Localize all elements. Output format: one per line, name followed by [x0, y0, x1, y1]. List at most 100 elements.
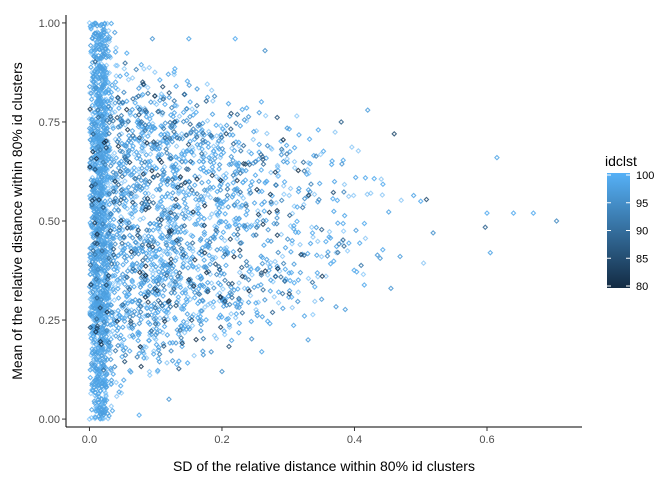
data-point	[98, 302, 105, 309]
data-point	[229, 280, 236, 287]
data-point	[218, 234, 225, 241]
y-tick-label: 0.00	[39, 414, 60, 426]
data-point	[144, 165, 150, 172]
data-point	[146, 178, 153, 185]
data-point	[118, 390, 125, 396]
data-point	[182, 179, 188, 186]
data-point	[121, 336, 127, 343]
data-point	[223, 122, 230, 129]
legend-tick-label: 100	[636, 170, 654, 182]
data-point	[197, 165, 204, 172]
data-point	[170, 271, 176, 278]
legend-colorbar	[607, 173, 630, 288]
data-point	[94, 231, 101, 237]
data-point	[89, 313, 95, 320]
data-point	[101, 337, 108, 344]
data-point	[195, 266, 201, 273]
data-point	[97, 338, 104, 345]
data-point	[201, 132, 208, 138]
data-point	[328, 161, 335, 168]
data-point	[98, 297, 105, 303]
data-point	[190, 283, 197, 290]
x-axis-title: SD of the relative distance within 80% i…	[173, 458, 475, 474]
data-point	[143, 227, 150, 234]
data-point	[176, 164, 183, 171]
data-point	[220, 229, 227, 236]
data-point	[254, 186, 260, 193]
data-point	[487, 249, 494, 256]
data-point	[251, 200, 258, 206]
data-point	[105, 48, 112, 55]
data-point	[135, 227, 142, 234]
data-point	[163, 239, 169, 246]
data-point	[236, 269, 243, 276]
y-tick-label: 1.00	[39, 18, 60, 30]
data-point	[161, 168, 167, 175]
data-point	[150, 123, 156, 130]
data-point	[137, 187, 144, 193]
data-point	[154, 225, 161, 232]
data-point	[216, 266, 223, 273]
data-point	[229, 194, 236, 200]
data-point	[111, 297, 118, 304]
data-point	[186, 191, 193, 198]
data-point	[284, 159, 291, 166]
data-point	[104, 117, 111, 124]
data-point	[159, 235, 166, 242]
data-point	[128, 324, 135, 331]
data-point	[117, 279, 124, 286]
data-point	[98, 230, 105, 237]
data-point	[124, 168, 130, 175]
data-point	[88, 177, 95, 184]
data-point	[213, 335, 220, 342]
data-point	[91, 220, 98, 226]
data-point	[147, 151, 154, 157]
data-point	[125, 184, 132, 191]
data-point	[148, 328, 155, 334]
legend-tick-label: 85	[636, 253, 648, 265]
data-point	[200, 335, 207, 342]
data-point	[281, 191, 287, 198]
data-point	[95, 382, 101, 389]
data-point	[156, 358, 163, 365]
data-point	[264, 142, 271, 149]
data-point	[168, 164, 175, 170]
data-point	[242, 161, 249, 167]
data-point	[96, 404, 103, 411]
data-point	[192, 256, 198, 263]
data-point	[291, 203, 298, 210]
data-point	[171, 71, 178, 78]
data-point	[93, 341, 100, 348]
data-point	[160, 343, 167, 349]
data-point	[136, 112, 142, 118]
data-point	[188, 149, 195, 156]
data-point	[305, 336, 311, 343]
data-point	[170, 284, 177, 291]
data-point	[108, 302, 115, 308]
data-point	[118, 118, 125, 124]
data-point	[324, 253, 331, 259]
data-point	[228, 284, 235, 291]
data-point	[166, 94, 173, 101]
data-point	[255, 211, 262, 218]
data-point	[256, 213, 263, 219]
data-point	[173, 224, 180, 231]
data-point	[105, 214, 112, 221]
data-point	[92, 181, 99, 188]
data-point	[94, 73, 101, 80]
data-point	[105, 223, 112, 230]
data-point	[336, 241, 342, 247]
data-point	[133, 260, 140, 267]
data-point	[222, 277, 228, 284]
data-point	[308, 181, 314, 187]
data-point	[131, 165, 138, 171]
data-point	[144, 277, 151, 284]
data-point	[152, 310, 159, 317]
data-point	[187, 259, 194, 266]
data-point	[360, 271, 367, 278]
data-point	[305, 275, 312, 282]
data-point	[138, 316, 144, 323]
data-point	[163, 242, 170, 248]
data-point	[121, 289, 128, 296]
data-point	[101, 398, 108, 404]
